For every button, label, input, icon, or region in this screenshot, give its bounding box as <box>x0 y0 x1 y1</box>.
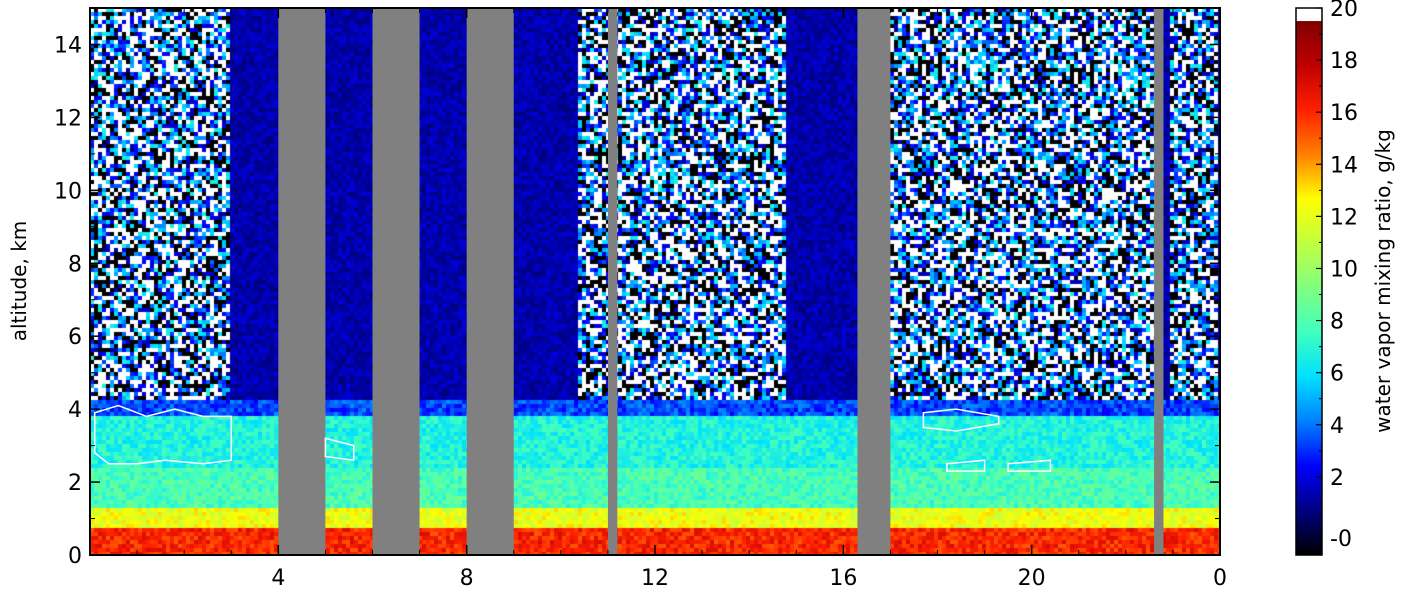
cloud-contour <box>946 459 986 472</box>
missing-data-bar <box>466 8 514 555</box>
colorbar-tick-label: 14 <box>1330 153 1358 178</box>
missing-data-bar <box>1154 8 1164 555</box>
colorbar-tick-label: 4 <box>1330 414 1344 439</box>
cloud-contour <box>93 404 233 465</box>
x-tick-label: 16 <box>829 566 857 591</box>
colorbar-tick-label: -0 <box>1330 527 1352 552</box>
colorbar-tick-label: 6 <box>1330 362 1344 387</box>
cloud-contour <box>324 437 355 462</box>
axes-layer: 0 2 4 6 8 10 12 14 4 8 12 16 20 0 <box>54 7 1227 591</box>
y-tick-label: 12 <box>54 106 82 131</box>
x-tick-label: 0 <box>1213 566 1227 591</box>
missing-data-bar <box>278 8 326 555</box>
colorbar-gradient <box>1296 21 1322 556</box>
x-tick-label: 20 <box>1018 566 1046 591</box>
colorbar-tick-label: 8 <box>1330 310 1344 335</box>
colorbar-tick-label: 16 <box>1330 101 1358 126</box>
colorbar-tick-label: 18 <box>1330 49 1358 74</box>
y-tick-label: 0 <box>68 544 82 569</box>
colorbar-tick-label: 10 <box>1330 257 1358 282</box>
y-tick-label: 2 <box>68 471 82 496</box>
heatmap-image <box>90 8 1220 555</box>
cloud-contour <box>1007 459 1052 472</box>
colorbar-tick-label: 12 <box>1330 205 1358 230</box>
colorbar-tick-label: 20 <box>1330 0 1358 22</box>
y-tick-label: 6 <box>68 325 82 350</box>
y-axis-label: altitude, km <box>7 221 31 342</box>
y-tick-label: 10 <box>54 179 82 204</box>
colorbar-label: water vapor mixing ratio, g/kg <box>1371 129 1395 433</box>
x-tick-label: 8 <box>460 566 474 591</box>
missing-data-bar <box>857 8 891 555</box>
missing-data-bar <box>607 8 618 555</box>
cloud-contour <box>922 408 1000 432</box>
colorbar: -0 2 4 6 8 10 12 14 16 18 20 <box>1295 0 1358 556</box>
colorbar-frame <box>1295 7 1323 556</box>
y-tick-label: 8 <box>68 252 82 277</box>
y-tick-label: 4 <box>68 398 82 423</box>
x-tick-label: 12 <box>641 566 669 591</box>
x-tick-label: 4 <box>271 566 285 591</box>
colorbar-tick-label: 2 <box>1330 466 1344 491</box>
plot-layer <box>90 8 1220 555</box>
colorbar-white-swatch <box>1296 8 1322 22</box>
y-tick-label: 14 <box>54 33 82 58</box>
missing-data-bar <box>372 8 420 555</box>
